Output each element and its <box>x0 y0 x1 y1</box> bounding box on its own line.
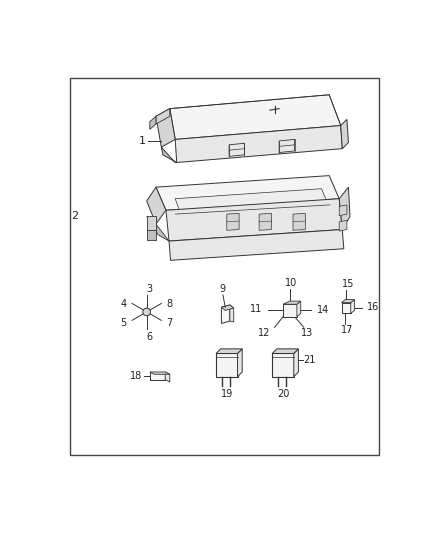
Polygon shape <box>283 301 301 304</box>
Polygon shape <box>283 304 297 317</box>
Polygon shape <box>147 216 169 241</box>
Polygon shape <box>339 205 347 216</box>
Text: 13: 13 <box>301 328 313 338</box>
Polygon shape <box>169 230 344 260</box>
Text: 2: 2 <box>71 212 79 221</box>
Text: 12: 12 <box>258 328 270 338</box>
Polygon shape <box>221 305 230 324</box>
Circle shape <box>143 308 151 316</box>
Polygon shape <box>293 213 305 230</box>
Polygon shape <box>175 126 342 163</box>
Polygon shape <box>147 216 156 230</box>
Polygon shape <box>221 305 234 310</box>
Polygon shape <box>161 147 177 163</box>
Polygon shape <box>341 119 349 149</box>
Polygon shape <box>237 349 242 377</box>
Polygon shape <box>227 213 239 230</box>
Polygon shape <box>216 353 237 377</box>
Polygon shape <box>272 353 294 377</box>
Polygon shape <box>156 109 170 124</box>
Text: 7: 7 <box>167 318 173 328</box>
Text: 1: 1 <box>138 136 145 146</box>
Polygon shape <box>342 300 355 303</box>
Polygon shape <box>165 372 170 382</box>
Polygon shape <box>147 230 156 239</box>
Polygon shape <box>294 349 298 377</box>
Polygon shape <box>150 372 165 379</box>
Polygon shape <box>150 372 170 374</box>
Polygon shape <box>147 187 166 224</box>
Polygon shape <box>150 116 156 130</box>
Text: 5: 5 <box>120 318 127 328</box>
Text: 21: 21 <box>303 354 315 365</box>
Text: 16: 16 <box>367 302 379 312</box>
Text: 19: 19 <box>221 389 233 399</box>
Text: 10: 10 <box>285 278 297 288</box>
Polygon shape <box>229 143 244 156</box>
Polygon shape <box>297 301 301 317</box>
Text: 11: 11 <box>250 304 262 314</box>
Text: 18: 18 <box>130 371 142 381</box>
Text: 8: 8 <box>167 299 173 309</box>
Polygon shape <box>342 303 351 313</box>
Polygon shape <box>279 140 294 152</box>
Text: 3: 3 <box>146 284 152 294</box>
Polygon shape <box>272 349 298 353</box>
Polygon shape <box>339 220 347 231</box>
Polygon shape <box>216 349 242 353</box>
Polygon shape <box>230 305 234 322</box>
Polygon shape <box>175 189 330 218</box>
Polygon shape <box>166 199 342 241</box>
Text: 6: 6 <box>146 332 152 342</box>
Polygon shape <box>170 95 341 140</box>
Text: 4: 4 <box>120 299 127 309</box>
Text: 9: 9 <box>220 284 226 294</box>
Polygon shape <box>259 213 272 230</box>
Text: 14: 14 <box>317 305 329 316</box>
Text: 15: 15 <box>342 279 355 289</box>
Text: 17: 17 <box>341 325 353 335</box>
Polygon shape <box>351 300 355 313</box>
Text: 20: 20 <box>277 389 289 399</box>
Polygon shape <box>339 187 350 230</box>
Polygon shape <box>156 109 175 147</box>
Polygon shape <box>156 175 339 210</box>
